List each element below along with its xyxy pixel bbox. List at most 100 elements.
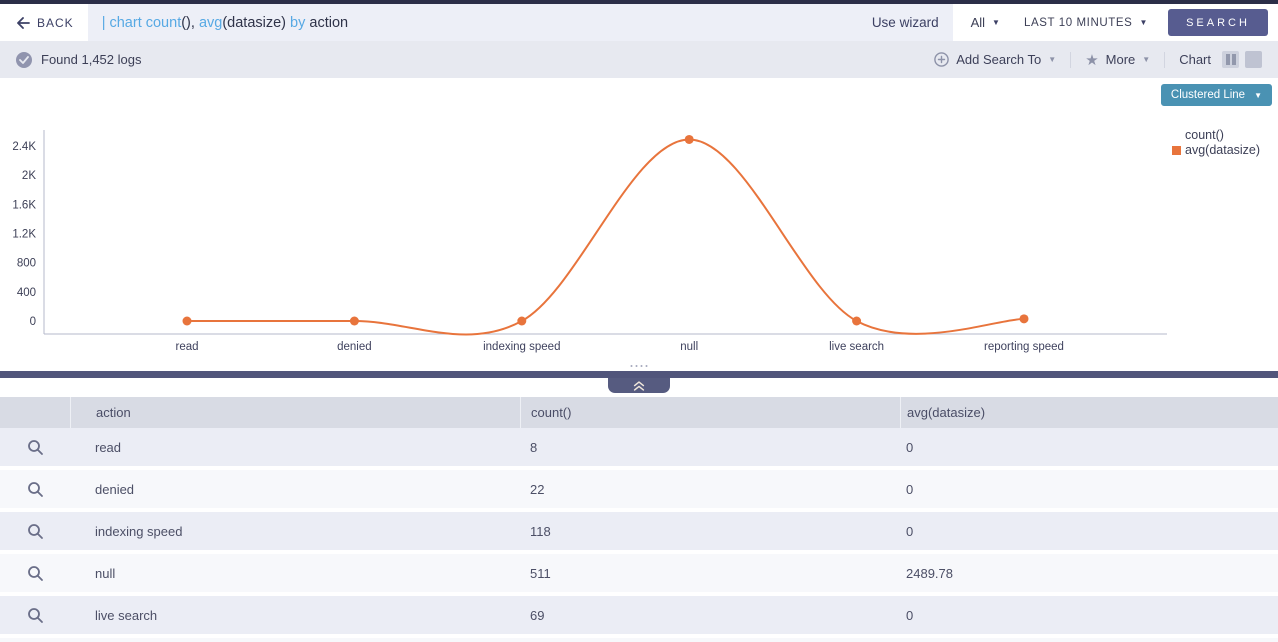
cell-avg: 2489.78 [906,565,953,581]
svg-text:1.2K: 1.2K [12,229,36,241]
legend-swatch [1172,146,1181,155]
separator [1164,51,1166,68]
cell-avg: 0 [906,523,914,539]
magnifier-icon[interactable] [27,523,44,540]
legend-item-count[interactable]: count() [1172,128,1260,143]
results-count-text: Found 1,452 logs [41,52,142,67]
query-text-keyword: by [290,14,306,31]
svg-text:live search: live search [829,341,884,353]
query-text-plain: action [305,14,349,31]
svg-text:800: 800 [17,258,36,270]
results-table: action count() avg(datasize) read 8 0 de… [0,397,1278,642]
collapse-chart-button[interactable] [608,378,670,393]
time-range-value: LAST 10 MINUTES [1023,16,1133,29]
status-bar: Found 1,452 logs Add Search To ▼ ★ More … [0,41,1278,78]
table-header: action count() avg(datasize) [0,397,1278,428]
chevron-down-icon: ▼ [1142,55,1151,64]
table-row[interactable]: denied 22 0 [0,470,1278,508]
view-label: Chart [1179,52,1211,67]
query-text-plain: (datasize) [222,14,291,31]
status-bar-actions: Add Search To ▼ ★ More ▼ Chart [934,51,1262,69]
svg-text:reporting speed: reporting speed [984,341,1064,353]
more-button[interactable]: ★ More ▼ [1085,51,1150,69]
svg-text:1.6K: 1.6K [12,199,36,211]
chart-view-icon[interactable] [1222,51,1239,68]
cell-count: 69 [530,607,545,623]
add-search-to-label: Add Search To [956,52,1042,67]
chart-type-dropdown[interactable]: Clustered Line ▼ [1160,84,1272,106]
svg-text:read: read [175,341,198,353]
search-toolbar: BACK | chart count (), avg (datasize) by… [0,4,1278,41]
table-row-partial [0,638,1278,642]
cell-action: read [95,439,122,455]
scope-dropdown-value: All [970,15,986,30]
separator [1070,51,1072,68]
star-icon: ★ [1085,51,1099,69]
time-range-dropdown[interactable]: LAST 10 MINUTES ▼ [1012,17,1160,29]
check-circle-icon [16,51,32,68]
plus-circle-icon [934,52,950,67]
svg-text:null: null [680,341,698,353]
results-summary: Found 1,452 logs [16,51,142,68]
cell-avg: 0 [906,607,914,623]
query-text-plain: (), [181,14,199,31]
table-row[interactable]: live search 69 0 [0,596,1278,634]
legend-label: count() [1185,128,1224,142]
scope-dropdown[interactable]: All ▼ [953,15,1012,30]
header-cell-action[interactable]: action [70,397,520,428]
chart-type-value: Clustered Line [1170,89,1246,101]
search-button[interactable]: SEARCH [1168,9,1268,36]
table-row[interactable]: read 8 0 [0,428,1278,466]
header-cell-count[interactable]: count() [520,397,900,428]
svg-text:0: 0 [30,316,36,328]
chevron-down-icon: ▼ [1139,18,1148,27]
back-label: BACK [37,15,74,30]
view-switcher: Chart [1179,51,1262,68]
svg-text:denied: denied [337,341,372,353]
top-accent-strip [0,0,1278,4]
double-chevron-up-icon [633,380,645,391]
header-cell-avg[interactable]: avg(datasize) [900,397,1278,428]
chart-panel: Clustered Line ▼ 2.4K 2K 1.6K 1.2K 800 400 0 re… [0,78,1278,370]
panel-divider [0,364,1278,397]
more-label: More [1105,52,1136,67]
chevron-down-icon: ▼ [992,18,1000,27]
magnifier-icon[interactable] [27,481,44,498]
cell-count: 511 [530,565,551,581]
divider-drag-bar[interactable] [0,371,1278,378]
table-row[interactable]: null 511 2489.78 [0,554,1278,592]
query-text-keyword: avg [198,14,223,31]
cell-count: 8 [530,439,538,455]
add-search-to-button[interactable]: Add Search To ▼ [934,52,1056,67]
table-row[interactable]: indexing speed 118 0 [0,512,1278,550]
use-wizard-link[interactable]: Use wizard [871,15,939,30]
query-input[interactable]: | chart count (), avg (datasize) by acti… [87,4,953,41]
cell-avg: 0 [906,481,914,497]
back-button[interactable]: BACK [0,4,88,41]
chart-legend: count() avg(datasize) [1172,128,1260,158]
legend-item-avg-datasize[interactable]: avg(datasize) [1172,143,1260,158]
magnifier-icon[interactable] [27,439,44,456]
magnifier-icon[interactable] [27,565,44,582]
arrow-left-icon [17,16,30,29]
chevron-down-icon: ▼ [1048,55,1057,64]
svg-text:2.4K: 2.4K [12,141,36,153]
cell-action: live search [95,607,158,623]
cell-avg: 0 [906,439,914,455]
query-text-keyword: | chart count [101,14,182,31]
cell-action: null [95,565,116,581]
table-view-icon[interactable] [1245,51,1262,68]
chevron-down-icon: ▼ [1254,90,1262,100]
cell-action: denied [95,481,135,497]
header-cell-icon [0,397,70,428]
line-chart: 2.4K 2K 1.6K 1.2K 800 400 0 read denied indexing … [12,130,1167,353]
svg-text:indexing speed: indexing speed [483,341,560,353]
legend-label: avg(datasize) [1185,143,1261,157]
cell-action: indexing speed [95,523,183,539]
magnifier-icon[interactable] [27,607,44,624]
drag-handle-dots-icon [630,365,648,367]
svg-text:400: 400 [17,287,36,299]
cell-count: 22 [530,481,545,497]
cell-count: 118 [530,523,551,539]
